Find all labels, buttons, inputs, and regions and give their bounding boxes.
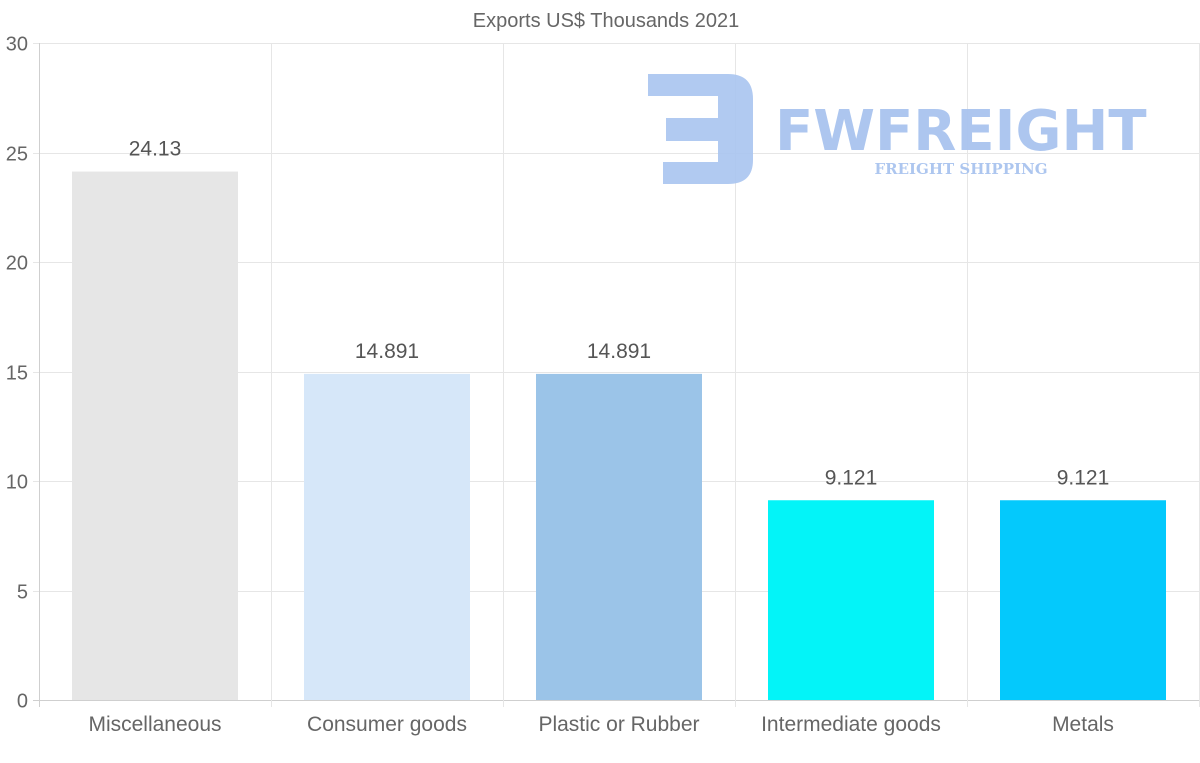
watermark-tagline: FREIGHT SHIPPING xyxy=(874,160,1047,178)
x-tick-label: Intermediate goods xyxy=(761,713,941,736)
bar xyxy=(768,500,934,700)
bar-value-label: 9.121 xyxy=(825,466,878,489)
bar-value-label: 9.121 xyxy=(1057,466,1110,489)
x-tick-label: Consumer goods xyxy=(307,713,467,736)
chart-title: Exports US$ Thousands 2021 xyxy=(473,10,739,32)
bar xyxy=(72,171,238,701)
data-labels: 24.13 14.891 14.891 9.121 9.121 xyxy=(129,138,1110,490)
axes: 0 5 10 15 20 25 30 Miscellaneous Consumer goods P… xyxy=(6,34,1114,737)
bar-value-label: 14.891 xyxy=(587,340,651,363)
x-tick-label: Metals xyxy=(1052,713,1114,736)
x-tick-label: Miscellaneous xyxy=(88,713,221,736)
x-tick-label: Plastic or Rubber xyxy=(538,713,699,736)
y-tick-label: 30 xyxy=(6,34,28,56)
bar xyxy=(536,373,702,700)
fwfreight-logo-icon xyxy=(648,74,753,184)
bar-value-label: 24.13 xyxy=(129,138,182,161)
bar-value-label: 14.891 xyxy=(355,340,419,363)
bars xyxy=(72,171,1166,701)
y-tick-label: 20 xyxy=(6,253,28,275)
y-tick-label: 5 xyxy=(17,582,28,604)
watermark-logo: FWFREIGHT FREIGHT SHIPPING xyxy=(648,74,1147,184)
y-tick-label: 15 xyxy=(6,363,28,385)
y-tick-label: 10 xyxy=(6,472,28,494)
bar xyxy=(304,373,470,700)
bar xyxy=(1000,500,1166,700)
y-tick-label: 0 xyxy=(17,691,28,713)
y-tick-label: 25 xyxy=(6,144,28,166)
watermark-name: FWFREIGHT xyxy=(775,99,1147,164)
